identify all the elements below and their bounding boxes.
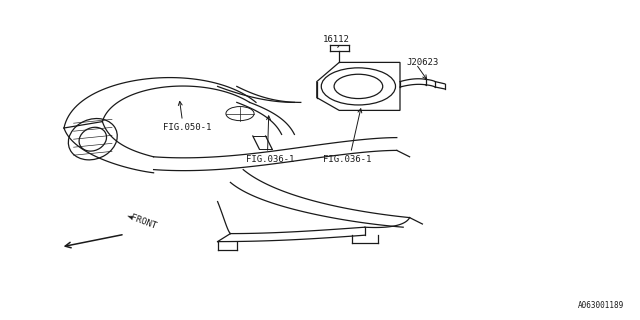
Text: FIG.036-1: FIG.036-1: [323, 155, 372, 164]
Text: J20623: J20623: [406, 58, 438, 67]
Text: FIG.036-1: FIG.036-1: [246, 155, 295, 164]
Text: ◄FRONT: ◄FRONT: [125, 212, 158, 231]
Text: FIG.050-1: FIG.050-1: [163, 123, 212, 132]
Text: A063001189: A063001189: [578, 301, 624, 310]
Text: 16112: 16112: [323, 35, 349, 44]
